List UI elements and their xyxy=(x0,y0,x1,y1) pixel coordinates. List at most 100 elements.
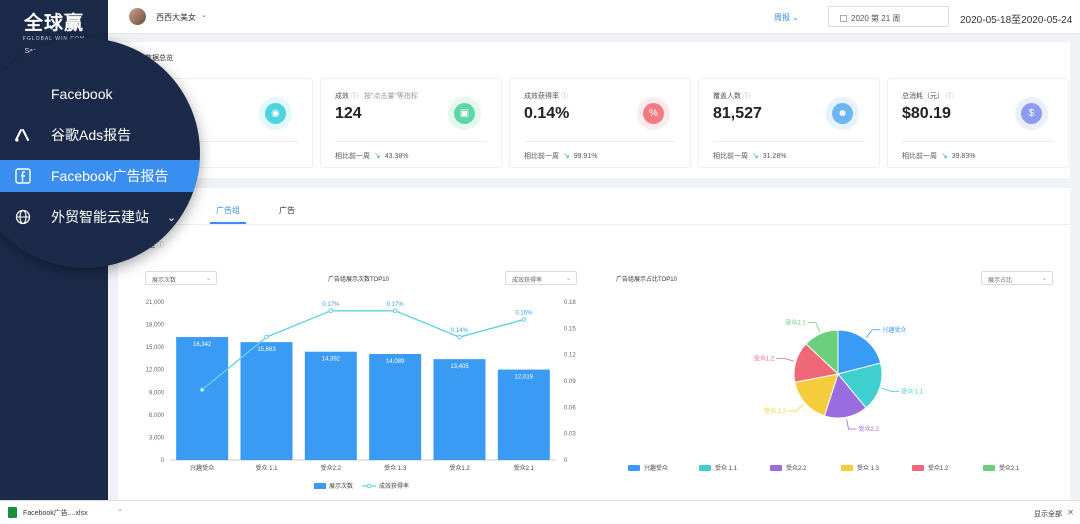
chevron-down-icon: ⌄ xyxy=(205,276,211,282)
y-right-tick: 0.03 xyxy=(564,432,576,438)
info-icon: ⓘ xyxy=(742,93,750,100)
metric-compare: 相比前一周 ↘ 99.91% xyxy=(524,151,597,161)
legend-label: 成效获得率 xyxy=(379,482,409,490)
line-point xyxy=(392,308,398,314)
card-divider xyxy=(524,141,676,142)
menu-item-site-builder[interactable]: 外贸智能云建站 ⌄ xyxy=(0,201,200,233)
x-tick-label: 受众 1.1 xyxy=(255,464,278,472)
menu-item-facebook-ads-report[interactable]: Facebook广告报告 xyxy=(0,160,200,192)
avatar[interactable] xyxy=(129,8,146,25)
info-icon: ⓘ xyxy=(350,93,358,100)
y-right-tick: 0.15 xyxy=(564,326,576,332)
bar xyxy=(369,353,422,460)
card-divider xyxy=(335,141,487,142)
legend-swatch-point xyxy=(366,483,372,489)
y-right-tick: 0.12 xyxy=(564,353,576,359)
info-icon: ⓘ xyxy=(560,93,568,100)
pie-metric-select[interactable]: 展示占比 ⌄ xyxy=(981,271,1053,285)
bar-value-label: 15,663 xyxy=(257,347,276,353)
chevron-up-icon[interactable]: ⌃ xyxy=(117,510,123,516)
dollar-icon: $ xyxy=(1015,97,1048,130)
period-label: 周报 xyxy=(774,13,790,22)
compare-value: 99.91% xyxy=(573,153,598,160)
pie-label-line xyxy=(865,329,881,338)
line-point xyxy=(457,334,462,340)
bar-value-label: 14,392 xyxy=(322,357,341,363)
pie-slice-label: 兴趣受众 xyxy=(882,326,906,334)
menu-item-facebook[interactable]: Facebook xyxy=(0,78,200,110)
metric-card: 覆盖人数 ⓘ 81,527 ☻ 相比前一周 ↘ 31.28% xyxy=(698,78,880,168)
pie-slice-label: 受众2.1 xyxy=(785,319,806,327)
bar-right-metric-select[interactable]: 成效获得率 ⌄ xyxy=(505,271,577,285)
tab-ad-group[interactable]: 广告组 xyxy=(216,206,240,215)
metric-label-text: 成效获得率 xyxy=(524,93,559,100)
week-picker[interactable]: 2020 第 21 周 xyxy=(828,6,949,27)
legend-swatch-bars xyxy=(314,483,326,489)
select-value: 成效获得率 xyxy=(512,278,543,284)
metric-value: 81,527 xyxy=(713,105,762,122)
pie-slice xyxy=(837,329,882,375)
close-icon[interactable]: ✕ xyxy=(1067,508,1074,517)
info-icon: ⓘ xyxy=(945,93,953,100)
image-icon: ▣ xyxy=(448,97,481,130)
line-value-label: 0.16% xyxy=(515,311,533,317)
bar xyxy=(497,369,550,460)
y-right-tick: 0.18 xyxy=(564,300,576,306)
menu-magnifier: Facebook 谷歌Ads报告 Facebook广告报告 外贸智能云建站 ⌄ xyxy=(0,38,200,268)
y-left-tick: 6,000 xyxy=(149,413,165,419)
metric-label: 覆盖人数 ⓘ xyxy=(713,91,756,101)
y-right-tick: 0 xyxy=(564,458,568,464)
calendar-icon xyxy=(840,15,847,22)
chevron-down-icon: ⌄ xyxy=(565,276,571,282)
line-point xyxy=(521,317,527,322)
metric-compare: 相比前一周 ↘ 39.83% xyxy=(902,151,975,161)
metric-compare: 相比前一周 ↘ 43.38% xyxy=(335,151,408,161)
tab-divider xyxy=(118,224,1070,225)
y-left-tick: 3,000 xyxy=(149,435,165,441)
line-point xyxy=(328,308,334,314)
pie-slice xyxy=(837,362,883,409)
metric-hint: 按"点击量"等指标 xyxy=(363,93,418,100)
show-all-button[interactable]: 显示全部 xyxy=(1034,511,1062,518)
info-icon: ⓘ xyxy=(156,242,164,249)
chart-panel: 广告组 广告 组 ⓘ 展示次数⌄ 广告组展示次数TOP10 成效获得率⌄ 广告组… xyxy=(118,188,1070,500)
select-value: 展示占比 xyxy=(988,278,1013,284)
pie-slice-label: 受众 1.3 xyxy=(764,407,787,415)
compare-label: 相比前一周 xyxy=(902,153,937,160)
trend-down-icon: ↘ xyxy=(374,151,381,160)
metric-card: 成效获得率 ⓘ 0.14%% 相比前一周 ↘ 99.91% xyxy=(509,78,691,168)
menu-item-google-ads[interactable]: 谷歌Ads报告 xyxy=(0,119,200,151)
pie-slice-label: 受众2.2 xyxy=(858,425,879,433)
chevron-down-icon[interactable]: ⌄ xyxy=(201,12,207,19)
metric-value: 0.14% xyxy=(524,105,570,122)
legend-label: 受众2.1 xyxy=(999,464,1020,472)
bar-value-label: 12,019 xyxy=(515,375,534,381)
metric-card: 总消耗（元） ⓘ $80.19 $ 相比前一周 ↘ 39.83% xyxy=(887,78,1069,168)
legend-label: 展示次数 xyxy=(329,482,353,490)
excel-file-icon xyxy=(8,507,17,518)
legend-swatch xyxy=(983,465,995,471)
period-select[interactable]: 周报 ⌄ xyxy=(774,12,799,23)
y-right-tick: 0.06 xyxy=(564,405,576,411)
tab-ad[interactable]: 广告 xyxy=(279,206,295,215)
chevron-down-icon: ⌄ xyxy=(167,211,177,224)
legend-label: 兴趣受众 xyxy=(644,464,668,472)
metric-label: 成效 ⓘ 按"点击量"等指标 xyxy=(335,91,418,101)
trend-down-icon: ↘ xyxy=(563,151,570,160)
legend-swatch xyxy=(841,465,853,471)
google-ads-icon xyxy=(13,128,33,142)
bar-value-label: 14,089 xyxy=(386,359,405,365)
pie-label-line xyxy=(846,419,857,430)
card-divider xyxy=(713,141,865,142)
user-name[interactable]: 西西大美女 xyxy=(156,13,196,22)
metric-label-text: 总消耗（元） xyxy=(902,93,944,100)
date-range: 2020-05-18至2020-05-24 xyxy=(960,15,1073,26)
compare-value: 39.83% xyxy=(951,153,976,160)
bar-left-metric-select[interactable]: 展示次数 ⌄ xyxy=(145,271,217,285)
download-file[interactable]: Facebook广告....xlsx ⌃ xyxy=(8,507,123,518)
y-left-tick: 21,000 xyxy=(146,300,165,306)
week-value: 2020 第 21 周 xyxy=(851,14,901,23)
bar xyxy=(240,342,293,460)
legend-label: 受众1.2 xyxy=(928,464,949,472)
series-line xyxy=(201,310,525,391)
